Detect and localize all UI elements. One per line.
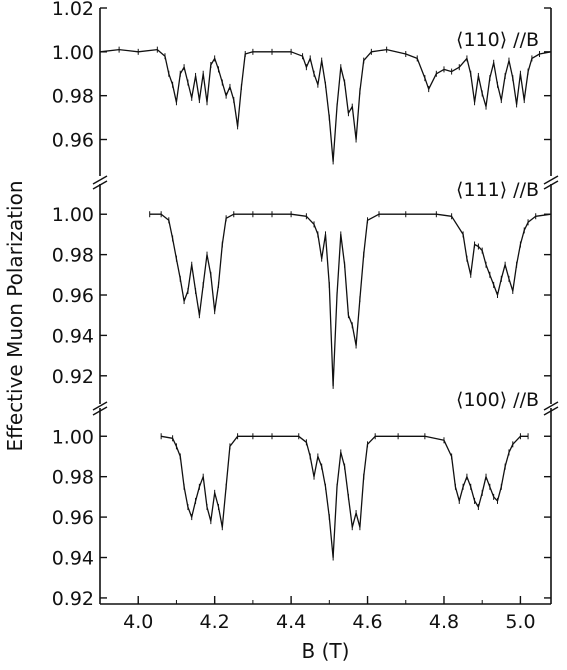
axis-break-mark [92, 180, 108, 190]
axis-break-mark [543, 406, 559, 416]
y-tick-label: 1.00 [52, 204, 94, 226]
x-tick-label: 4.6 [352, 611, 382, 633]
axis-break-mark [92, 401, 108, 411]
y-tick-label: 1.00 [52, 426, 94, 448]
y-tick-label: 0.94 [52, 325, 94, 347]
y-tick-label: 0.92 [52, 366, 94, 388]
x-tick-label: 5.0 [505, 611, 535, 633]
y-tick-label: 0.96 [52, 130, 94, 152]
panel-label: ⟨111⟩ //B [456, 179, 539, 201]
y-tick-label: 0.98 [52, 467, 94, 489]
x-tick-label: 4.0 [123, 611, 153, 633]
y-tick-label: 1.02 [52, 0, 94, 20]
y-tick-label: 0.98 [52, 245, 94, 267]
panel-3: 1.00 0.98 0.96 0.94 0.92 ⟨100⟩ //B [52, 389, 551, 610]
x-tick-label: 4.4 [276, 611, 306, 633]
series-line [149, 213, 552, 387]
axis-break-mark [543, 175, 559, 185]
series-line [99, 48, 552, 163]
y-axis-title: Effective Muon Polarization [3, 180, 27, 451]
y-tick-label: 0.92 [52, 588, 94, 610]
y-tick-label: 1.00 [52, 42, 94, 64]
series-line [161, 435, 529, 559]
axis-break-mark [92, 406, 108, 416]
plot-frame [92, 8, 559, 605]
axis-break-mark [92, 175, 108, 185]
panel-1: 1.02 1.00 0.98 0.96 ⟨110⟩ //B [52, 0, 552, 165]
axis-break-mark [543, 180, 559, 190]
panels: 1.02 1.00 0.98 0.96 ⟨110⟩ //B 1.00 0.98 0.96 0.9… [52, 0, 552, 610]
panel-label: ⟨110⟩ //B [456, 29, 539, 51]
panel-label: ⟨100⟩ //B [456, 389, 539, 411]
y-tick-label: 0.96 [52, 285, 94, 307]
x-tick-label: 4.2 [200, 611, 230, 633]
panel-2: 1.00 0.98 0.96 0.94 0.92 ⟨111⟩ //B [52, 179, 552, 389]
x-axis-title: B (T) [302, 639, 350, 663]
axis-break-mark [543, 401, 559, 411]
y-tick-label: 0.98 [52, 86, 94, 108]
y-tick-label: 0.96 [52, 507, 94, 529]
x-tick-label: 4.8 [429, 611, 459, 633]
x-axis: 4.0 4.2 4.4 4.6 4.8 5.0 [99, 596, 536, 633]
y-tick-label: 0.94 [52, 548, 94, 570]
